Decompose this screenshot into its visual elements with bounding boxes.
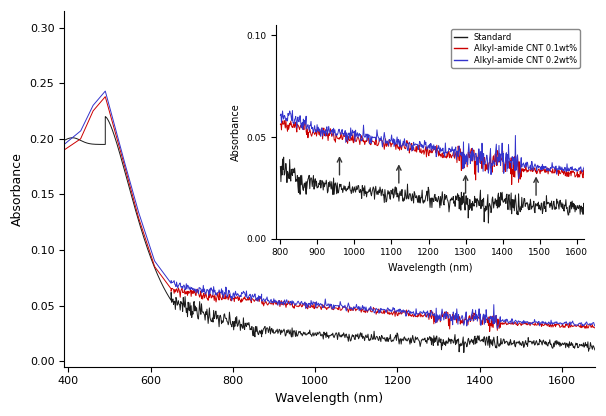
X-axis label: Wavelength (nm): Wavelength (nm) xyxy=(276,392,384,405)
Y-axis label: Absorbance: Absorbance xyxy=(11,152,24,226)
